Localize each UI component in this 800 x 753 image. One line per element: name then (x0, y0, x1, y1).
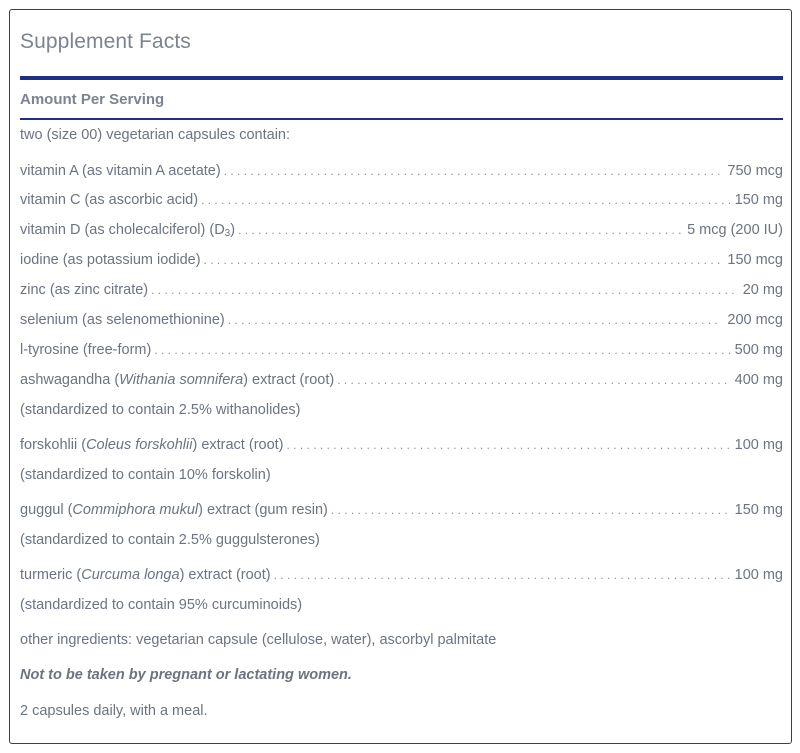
nutrient-label: selenium (as selenomethionine) (20, 312, 225, 328)
title-divider (20, 76, 783, 80)
nutrient-label: vitamin D (as cholecalciferol) (D3) (20, 220, 238, 240)
leader-dots (224, 161, 723, 181)
nutrient-row: turmeric (Curcuma longa) extract (root) … (20, 565, 783, 585)
nutrient-label-text: ) extract (root) (192, 437, 284, 453)
leader-dots (154, 340, 729, 360)
leader-dots (331, 500, 730, 520)
nutrient-amount: 20 mg (742, 282, 783, 298)
botanical-name: Withania somnifera (119, 372, 244, 388)
header-divider (20, 118, 783, 120)
nutrient-label: vitamin A (as vitamin A acetate) (20, 163, 221, 179)
pregnancy-warning: Not to be taken by pregnant or lactating… (20, 667, 352, 683)
nutrient-label-text: vitamin D (as cholecalciferol) (D (20, 222, 225, 238)
standardization-note: (standardized to contain 2.5% withanolid… (20, 402, 301, 418)
leader-dots (337, 370, 729, 390)
nutrient-row: l-tyrosine (free-form) 500 mg (20, 340, 783, 360)
nutrient-row: guggul (Commiphora mukul) extract (gum r… (20, 500, 783, 520)
nutrient-label-text: ashwagandha ( (20, 372, 120, 388)
amount-per-serving-header: Amount Per Serving (20, 91, 165, 108)
nutrient-label: l-tyrosine (free-form) (20, 342, 152, 358)
nutrient-amount: 150 mg (734, 192, 783, 208)
other-ingredients: other ingredients: vegetarian capsule (c… (20, 632, 497, 648)
nutrient-amount: 100 mg (734, 567, 783, 583)
nutrient-label-text: turmeric ( (20, 567, 82, 583)
nutrient-amount: 750 mcg (727, 163, 783, 179)
nutrient-label: ashwagandha (Withania somnifera) extract… (20, 370, 337, 390)
nutrient-label-text: ) extract (gum resin) (198, 502, 328, 518)
standardization-note: (standardized to contain 95% curcuminoid… (20, 597, 303, 613)
panel-title: Supplement Facts (20, 30, 191, 53)
nutrient-label: forskohlii (Coleus forskohlii) extract (… (20, 435, 287, 455)
leader-dots (287, 435, 730, 455)
nutrient-row: iodine (as potassium iodide) 150 mcg (20, 250, 783, 270)
botanical-name: Commiphora mukul (72, 502, 199, 518)
nutrient-label-text: ) (230, 222, 236, 238)
nutrient-label: iodine (as potassium iodide) (20, 252, 201, 268)
nutrient-row: vitamin A (as vitamin A acetate) 750 mcg (20, 161, 783, 181)
supplement-facts-panel (9, 9, 792, 744)
nutrient-amount: 500 mg (734, 342, 783, 358)
nutrient-row: zinc (as zinc citrate) 20 mg (20, 280, 783, 300)
nutrient-row: vitamin C (as ascorbic acid) 150 mg (20, 190, 783, 210)
nutrient-row: ashwagandha (Withania somnifera) extract… (20, 370, 783, 390)
directions: 2 capsules daily, with a meal. (20, 703, 208, 719)
nutrient-label: vitamin C (as ascorbic acid) (20, 192, 199, 208)
nutrient-amount: 5 mcg (200 IU) (687, 222, 783, 238)
nutrient-label-text: ) extract (root) (179, 567, 271, 583)
nutrient-amount: 200 mcg (727, 312, 783, 328)
leader-dots (274, 565, 730, 585)
standardization-note: (standardized to contain 10% forskolin) (20, 467, 271, 483)
nutrient-label-text: ) extract (root) (243, 372, 335, 388)
nutrient-amount: 400 mg (734, 372, 783, 388)
nutrient-label-text: guggul ( (20, 502, 73, 518)
nutrient-row: selenium (as selenomethionine) 200 mcg (20, 310, 783, 330)
nutrient-label: zinc (as zinc citrate) (20, 282, 149, 298)
nutrient-label-subscript: 3 (224, 228, 231, 239)
botanical-name: Curcuma longa (81, 567, 180, 583)
nutrient-amount: 100 mg (734, 437, 783, 453)
nutrient-label: guggul (Commiphora mukul) extract (gum r… (20, 500, 331, 520)
serving-text: two (size 00) vegetarian capsules contai… (20, 127, 291, 143)
leader-dots (228, 310, 723, 330)
nutrient-amount: 150 mcg (727, 252, 783, 268)
nutrient-row: vitamin D (as cholecalciferol) (D3) 5 mc… (20, 220, 783, 240)
leader-dots (201, 190, 730, 210)
leader-dots (151, 280, 738, 300)
standardization-note: (standardized to contain 2.5% guggulster… (20, 532, 320, 548)
leader-dots (204, 250, 723, 270)
nutrient-label: turmeric (Curcuma longa) extract (root) (20, 565, 274, 585)
nutrient-row: forskohlii (Coleus forskohlii) extract (… (20, 435, 783, 455)
botanical-name: Coleus forskohlii (86, 437, 193, 453)
leader-dots (238, 220, 682, 240)
nutrient-amount: 150 mg (734, 502, 783, 518)
nutrient-label-text: forskohlii ( (20, 437, 87, 453)
